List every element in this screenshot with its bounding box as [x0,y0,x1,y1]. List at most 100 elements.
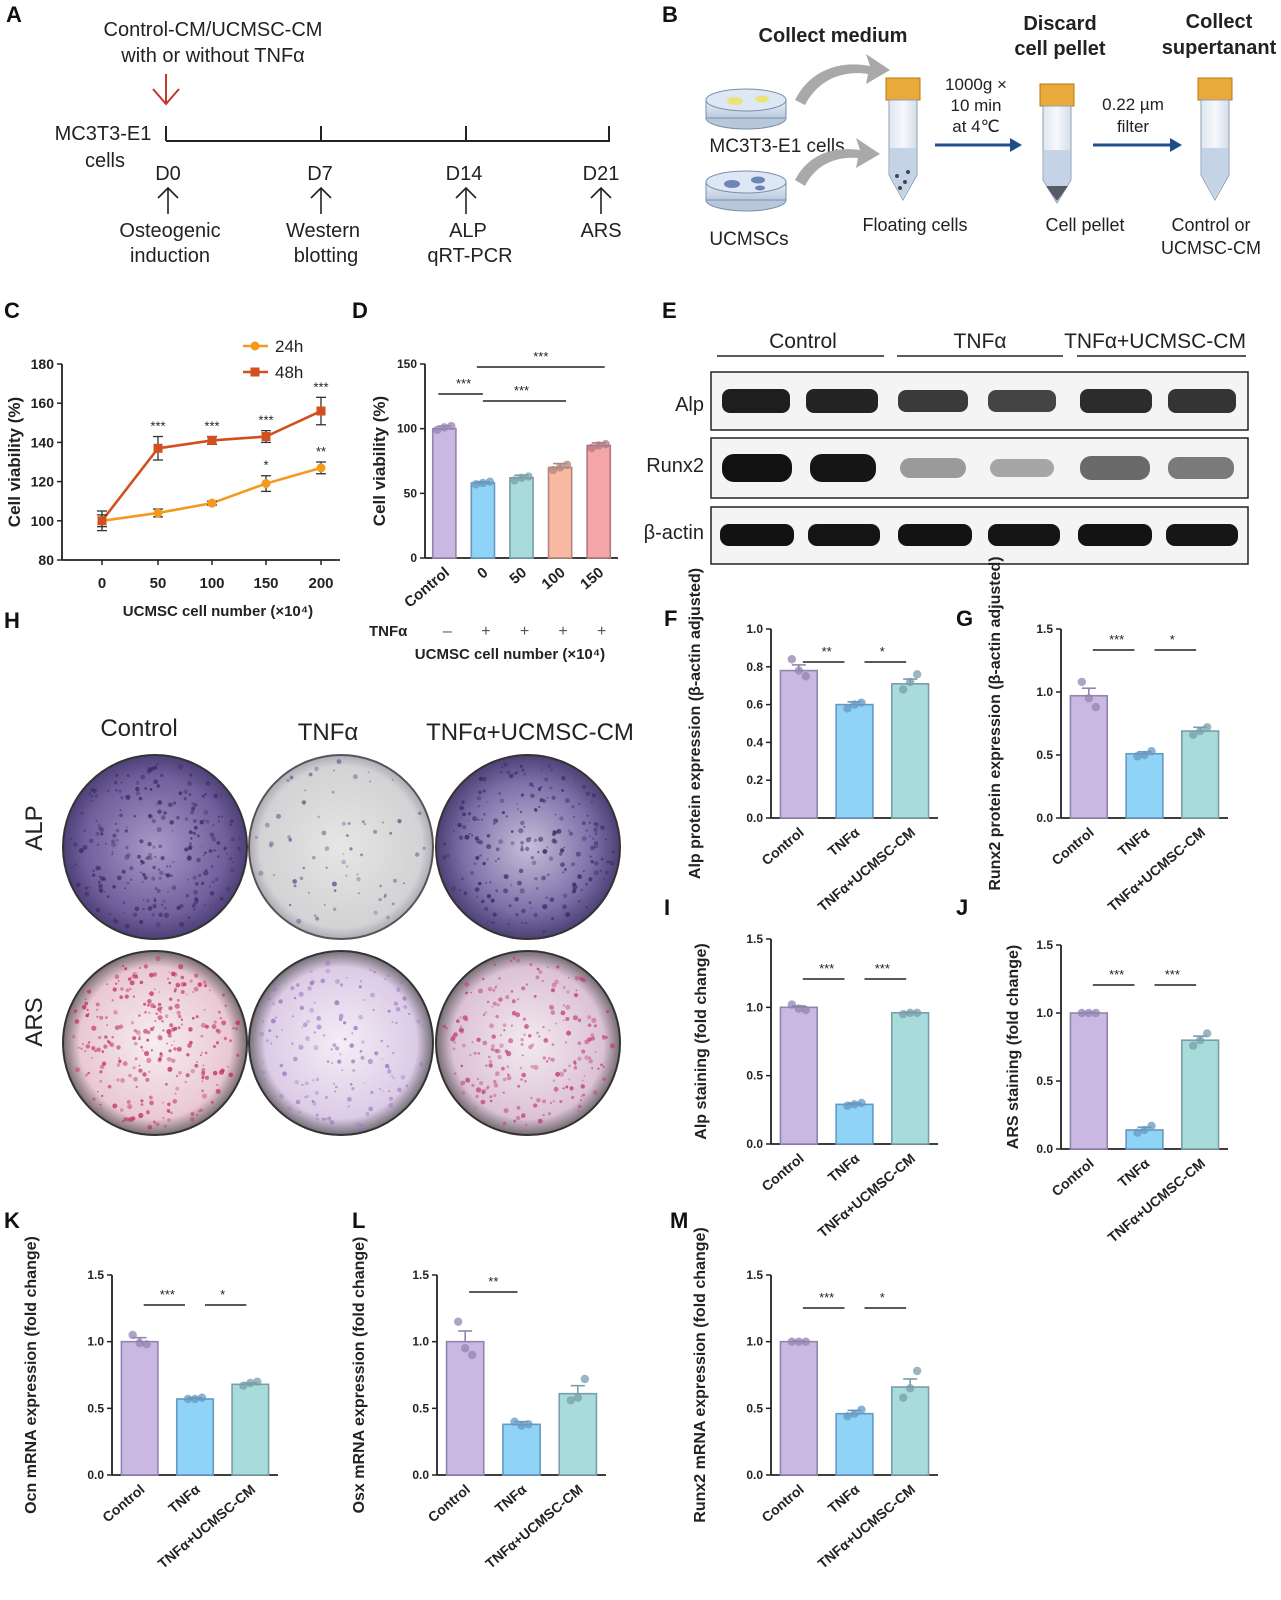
stain-speckle [540,769,543,771]
stain-speckle [499,798,505,804]
stain-speckle [342,852,345,855]
stain-speckle [587,1015,592,1020]
stain-speckle [132,974,135,977]
stain-speckle [211,836,217,842]
stain-speckle [162,1029,165,1032]
stain-speckle [263,1078,267,1082]
stain-speckle [196,899,199,901]
stain-speckle [108,913,111,916]
stain-speckle [158,991,161,993]
stain-speckle [220,1068,225,1073]
stain-row-ars: ARS [21,997,48,1046]
stain-speckle [130,1021,134,1025]
stain-speckle [310,981,313,984]
stain-speckle [147,1004,150,1007]
stain-speckle [171,1058,176,1063]
stain-speckle [147,767,153,773]
bar [779,669,819,819]
stain-speckle [599,869,602,873]
stain-speckle [582,785,586,789]
stain-speckle [509,959,513,963]
stain-speckle [196,834,201,838]
stain-speckle [388,1067,390,1069]
stain-speckle [215,877,219,881]
stain-speckle [386,915,390,920]
stain-speckle [99,1079,103,1083]
stain-speckle [559,1071,564,1077]
stain-speckle [597,1067,600,1071]
stain-speckle [155,763,158,767]
stain-speckle [465,992,468,994]
header-discard-2: cell pellet [1014,38,1105,60]
stain-speckle [477,1078,479,1081]
stain-speckle [363,999,366,1001]
stain-speckle [150,1003,155,1008]
stain-speckle [571,1095,575,1100]
stain-speckle [138,1014,141,1017]
stain-speckle [81,1043,85,1046]
stain-speckle [194,825,198,830]
y-tick-label: 1.5 [412,1268,429,1282]
stain-speckle [144,787,148,790]
stain-speckle [161,903,164,906]
stain-speckle [594,1051,597,1054]
stain-speckle [519,888,525,894]
stain-speckle [463,891,468,896]
stain-speckle [138,1037,141,1041]
stain-speckle [577,1041,582,1046]
stain-speckle [281,1029,283,1031]
stain-speckle [122,964,125,968]
stain-speckle [497,857,500,860]
stain-speckle [267,997,270,1001]
stain-speckle [339,1052,342,1056]
stain-speckle [551,838,557,844]
panel-letter-J: J [956,895,968,920]
blot-strip-runx2 [710,437,1249,499]
stain-speckle [166,1042,169,1045]
stain-speckle [127,1104,133,1110]
stain-speckle [171,885,177,890]
stain-speckle [153,897,156,900]
stain-speckle [520,1038,524,1042]
data-point [787,1000,797,1009]
stain-speckle [519,1066,522,1070]
stain-speckle [262,1020,265,1023]
y-axis-label: Runx2 mRNA expression (fold change) [692,1227,709,1522]
stain-speckle [508,774,514,779]
stain-speckle [216,841,221,845]
stain-speckle [230,868,235,873]
stain-speckle [85,1013,89,1018]
stain-speckle [525,846,530,852]
stain-speckle [549,786,553,790]
data-point [787,1337,797,1346]
stain-speckle [180,1023,184,1026]
treatment-arrow-icon [152,74,180,106]
stain-speckle [585,905,588,909]
stain-speckle [333,769,335,772]
stain-speckle [201,1080,204,1083]
stain-speckle [588,1056,592,1060]
stain-speckle [162,899,166,903]
stain-speckle [475,1087,482,1093]
stain-speckle [589,855,592,858]
stain-speckle [264,822,270,828]
stain-speckle [403,1005,408,1009]
stain-speckle [187,781,192,786]
data-point [517,1421,526,1430]
stain-speckle [351,1059,356,1064]
cells-ucmsc-label: UCMSCs [709,229,788,250]
stain-speckle [112,885,116,889]
stain-speckle [582,1093,586,1097]
legend-label: 24h [275,337,303,356]
stain-speckle [525,922,528,925]
stain-speckle [92,873,96,877]
stain-speckle [101,1050,105,1053]
stain-speckle [355,1122,361,1127]
stain-speckle [536,967,540,971]
stain-speckle [573,889,576,892]
data-point [1140,750,1149,760]
stain-speckle [589,835,591,838]
stain-speckle [190,837,193,840]
stain-speckle [465,1077,471,1083]
stain-speckle [514,771,518,775]
